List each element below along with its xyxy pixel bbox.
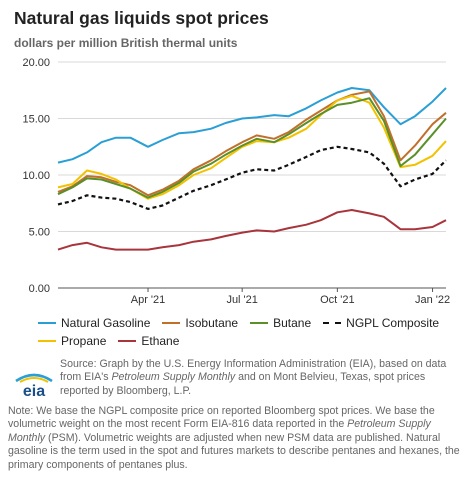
source-prefix: Source: Graph by the U.S. Energy Informa…: [60, 358, 447, 384]
series-line-isobutane: [57, 90, 447, 197]
line-chart: 0.00 5.00 10.00 15.00 20.00 Apr '21 Jul '21 Oct…: [22, 57, 450, 306]
y-tick-label: 5.00: [29, 227, 50, 239]
x-tick-label: Jul '21: [226, 294, 257, 306]
series-line-propane: [57, 94, 447, 200]
legend-label: Isobutane: [185, 316, 239, 330]
legend-label: Propane: [61, 334, 107, 348]
note-italic: Petroleum Supply Monthly: [8, 418, 431, 444]
y-tick-label: 10.00: [22, 170, 50, 182]
legend-item-ngpl: NGPL Composite: [323, 316, 439, 330]
legend-row: Natural Gasoline Isobutane Butane NGPL Comp…: [38, 314, 458, 332]
legend-swatch: [162, 322, 181, 324]
legend-label: Ethane: [141, 334, 180, 348]
y-tick-label: 20.00: [22, 57, 50, 69]
x-tick-label: Oct '21: [320, 294, 355, 306]
page-title: Natural gas liquids spot prices: [14, 8, 269, 28]
source-text: Source: Graph by the U.S. Energy Informa…: [60, 358, 460, 398]
legend-item-propane: Propane: [38, 334, 106, 348]
legend-item-natural-gasoline: Natural Gasoline: [38, 316, 150, 330]
source-italic: Petroleum Supply Monthly: [111, 371, 236, 384]
eia-logo-icon: eia: [15, 373, 53, 398]
legend-item-ethane: Ethane: [118, 334, 179, 348]
y-tick-label: 0.00: [29, 283, 50, 295]
eia-logo-text: eia: [23, 383, 45, 398]
legend-label: Natural Gasoline: [61, 316, 151, 330]
legend-row: Propane Ethane: [38, 332, 458, 350]
legend-label: Butane: [273, 316, 312, 330]
note-suffix: (PSM). Volumetric weights are adjusted w…: [8, 431, 460, 471]
legend-label: NGPL Composite: [346, 316, 440, 330]
legend-swatch: [323, 322, 342, 324]
x-tick-label: Jan '22: [415, 294, 450, 306]
series-line-natural-gasoline: [57, 87, 447, 164]
chart-legend: Natural Gasoline Isobutane Butane NGPL Comp…: [38, 314, 458, 350]
series-line-ethane: [57, 209, 447, 251]
legend-item-isobutane: Isobutane: [162, 316, 238, 330]
legend-swatch: [38, 340, 56, 342]
series-line-ngpl: [57, 145, 447, 210]
legend-swatch: [38, 322, 56, 324]
legend-swatch: [250, 322, 269, 324]
note-text: Note: We base the NGPL composite price o…: [8, 405, 464, 472]
series-line-butane: [57, 97, 447, 199]
y-tick-label: 15.00: [22, 114, 50, 126]
legend-swatch: [118, 340, 137, 342]
note-prefix: Note: We base the NGPL composite price o…: [8, 405, 435, 431]
source-suffix: and on Mont Belvieu, Texas, spot prices …: [60, 371, 426, 397]
legend-item-butane: Butane: [250, 316, 311, 330]
x-tick-label: Apr '21: [131, 294, 166, 306]
chart-subtitle: dollars per million British thermal unit…: [14, 36, 238, 50]
